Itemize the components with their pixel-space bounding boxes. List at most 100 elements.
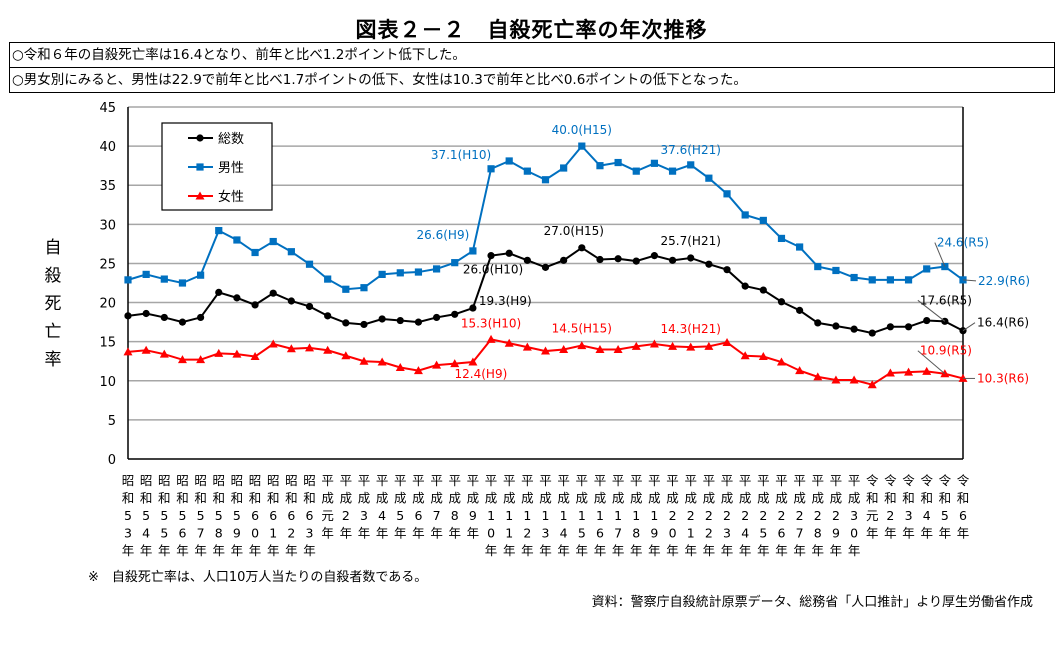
y-axis-label-char: 死 — [44, 294, 62, 314]
x-tick-char: 平 — [539, 473, 552, 488]
data-point — [432, 360, 442, 369]
x-tick-label: 平成 3 0 年 — [848, 473, 861, 558]
x-tick-label: 平成 8 年 — [448, 473, 461, 541]
data-point — [650, 252, 659, 260]
series-female — [123, 334, 968, 389]
data-point — [868, 329, 876, 337]
x-tick-char: 年 — [503, 543, 516, 558]
series-line — [127, 338, 964, 386]
x-tick-char: 年 — [648, 543, 661, 558]
data-point — [886, 276, 894, 284]
data-point — [305, 343, 315, 352]
data-point — [377, 357, 387, 366]
data-point — [378, 315, 386, 323]
data-point — [505, 157, 513, 165]
x-tick-char: 年 — [467, 526, 480, 541]
x-tick-char: 5 — [941, 508, 949, 523]
x-tick-char: 年 — [920, 526, 933, 541]
x-tick-label: 平成 2 年 — [340, 473, 353, 541]
x-tick-char: 成 — [848, 491, 861, 506]
data-point — [487, 165, 495, 173]
x-tick-char: 平 — [321, 473, 334, 488]
x-tick-char: 成 — [485, 491, 498, 506]
x-tick-char: 年 — [539, 543, 552, 558]
x-tick-char: 年 — [830, 543, 843, 558]
note-line: ○男女別にみると、男性は22.9で前年と比べ1.7ポイントの低下、女性は10.3… — [10, 67, 1054, 92]
x-tick-label: 平成 7 年 — [430, 473, 443, 541]
y-axis-label-char: 自 — [44, 238, 62, 258]
data-point — [922, 366, 932, 375]
x-tick-char: 2 — [778, 508, 786, 523]
x-tick-char: 年 — [267, 543, 280, 558]
data-point — [832, 266, 840, 275]
data-point — [687, 161, 695, 169]
x-tick-char: 年 — [412, 526, 425, 541]
data-point — [324, 275, 332, 283]
data-label: 16.4(R6) — [977, 316, 1029, 330]
x-tick-char: 年 — [430, 526, 443, 541]
x-tick-char: 0 — [669, 526, 677, 541]
legend-label: 総数 — [218, 132, 244, 147]
x-tick-char: 2 — [814, 508, 822, 523]
x-tick-char: 5 — [160, 526, 168, 541]
x-tick-char: 平 — [448, 473, 461, 488]
data-point — [578, 244, 586, 252]
data-point — [596, 162, 604, 170]
data-point — [268, 339, 278, 348]
x-tick-char: 年 — [231, 543, 244, 558]
x-tick-label: 平成 1 6 年 — [594, 473, 607, 558]
x-tick-char: 1 — [487, 508, 495, 523]
data-point — [323, 345, 333, 354]
x-tick-char: 成 — [793, 491, 806, 506]
data-point — [831, 375, 841, 384]
data-point — [504, 338, 514, 347]
data-point — [305, 260, 314, 268]
data-label: 22.9(R6) — [978, 274, 1030, 288]
data-label: 26.6(H9) — [417, 228, 470, 242]
x-tick-char: 3 — [542, 526, 550, 541]
x-tick-char: 成 — [448, 491, 461, 506]
x-tick-char: 9 — [233, 526, 241, 541]
x-tick-char: 4 — [923, 508, 931, 523]
data-point — [668, 256, 677, 264]
data-point — [614, 255, 622, 263]
data-point — [468, 357, 478, 366]
x-tick-label: 昭和 6 1 年 — [267, 473, 280, 558]
data-label: 17.6(R5) — [920, 293, 972, 307]
x-tick-char: 4 — [560, 526, 568, 541]
x-tick-char: 0 — [850, 526, 858, 541]
data-point — [324, 312, 332, 320]
x-tick-label: 令和 2 年 — [884, 473, 897, 541]
x-tick-char: 9 — [832, 526, 840, 541]
x-tick-char: 1 — [560, 508, 568, 523]
y-tick-label: 10 — [99, 375, 116, 390]
data-point — [250, 352, 260, 361]
x-tick-char: 昭 — [158, 473, 171, 488]
data-point — [849, 375, 859, 384]
data-point — [197, 271, 205, 279]
data-point — [578, 142, 586, 150]
data-point — [142, 309, 150, 318]
x-tick-char: 1 — [596, 508, 604, 523]
data-point — [505, 249, 513, 257]
x-tick-char: 和 — [194, 491, 207, 506]
data-point — [232, 349, 242, 358]
x-tick-char: 平 — [666, 473, 679, 488]
data-point — [560, 256, 568, 264]
x-tick-char: 平 — [503, 473, 516, 488]
data-point — [342, 319, 350, 327]
x-tick-char: 6 — [178, 526, 186, 541]
x-tick-char: 1 — [505, 526, 513, 541]
x-tick-char: 5 — [178, 508, 186, 523]
x-tick-char: 和 — [866, 491, 879, 506]
x-tick-char: 2 — [832, 508, 840, 523]
x-tick-char: 1 — [687, 526, 695, 541]
data-point — [686, 342, 696, 351]
x-tick-char: 5 — [578, 526, 586, 541]
data-point — [650, 159, 659, 167]
x-tick-char: 年 — [939, 526, 952, 541]
x-tick-char: 1 — [269, 526, 277, 541]
data-point — [487, 252, 495, 260]
data-point — [469, 304, 477, 312]
y-axis-label: 自殺死亡率 — [42, 234, 64, 374]
